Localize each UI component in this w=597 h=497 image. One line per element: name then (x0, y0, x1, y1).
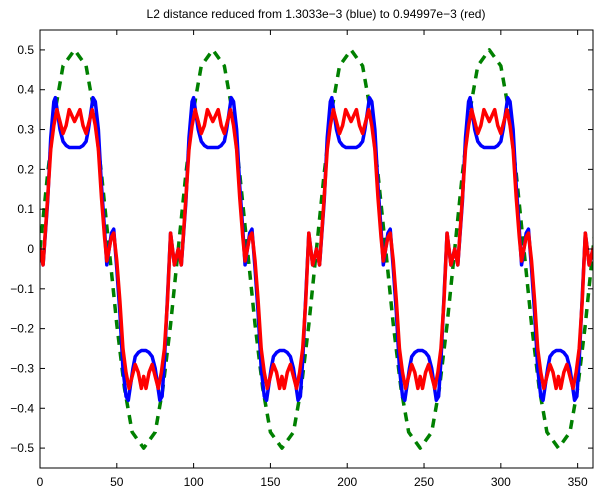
y-tick-label: 0.2 (17, 162, 34, 176)
x-tick-label: 200 (337, 475, 357, 489)
x-tick-label: 0 (37, 475, 44, 489)
x-tick-label: 50 (110, 475, 124, 489)
y-tick-label: −0.1 (10, 282, 34, 296)
x-tick-label: 250 (414, 475, 434, 489)
y-tick-label: 0.3 (17, 123, 34, 137)
y-tick-label: −0.4 (10, 401, 34, 415)
y-axis: 0.5 0.4 0.3 0.2 0.1 0 −0.1 −0.2 −0.3 −0.4 −0.5 (10, 43, 593, 455)
y-tick-label: −0.3 (10, 361, 34, 375)
chart-title: L2 distance reduced from 1.3033e−3 (blue… (147, 7, 486, 21)
y-tick-label: −0.5 (10, 441, 34, 455)
y-tick-label: 0 (27, 242, 34, 256)
x-axis: 0 50 100 150 200 250 300 350 (37, 30, 588, 489)
y-tick-label: −0.2 (10, 322, 34, 336)
y-tick-label: 0.4 (17, 83, 34, 97)
x-tick-label: 100 (184, 475, 204, 489)
x-tick-label: 350 (568, 475, 588, 489)
y-tick-label: 0.1 (17, 202, 34, 216)
red-series-line (40, 107, 593, 391)
x-tick-label: 150 (260, 475, 280, 489)
x-tick-label: 300 (491, 475, 511, 489)
y-tick-label: 0.5 (17, 43, 34, 57)
series-layer (40, 48, 593, 450)
